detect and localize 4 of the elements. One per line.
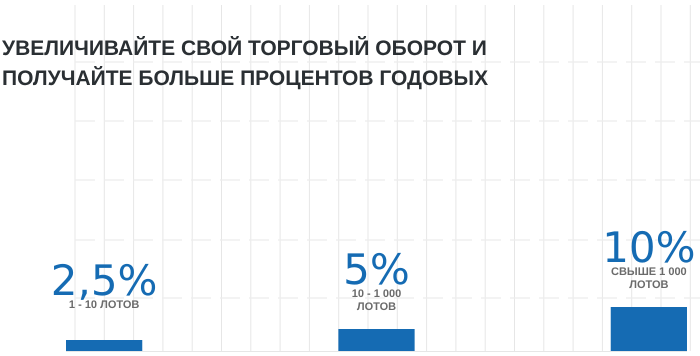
x-tick-label: 10 - 1 000 ЛОТОВ	[352, 288, 402, 313]
chart-title: УВЕЛИЧИВАЙТЕ СВОЙ ТОРГОВЫЙ ОБОРОТ И ПОЛУЧАЙТЕ БОЛЬШЕ ПРОЦЕНТОВ ГОДОВЫХ	[2, 35, 488, 90]
x-tick-label: СВЫШЕ 1 000 ЛОТОВ	[611, 266, 687, 291]
x-tick-label: 1 - 10 ЛОТОВ	[68, 299, 140, 311]
